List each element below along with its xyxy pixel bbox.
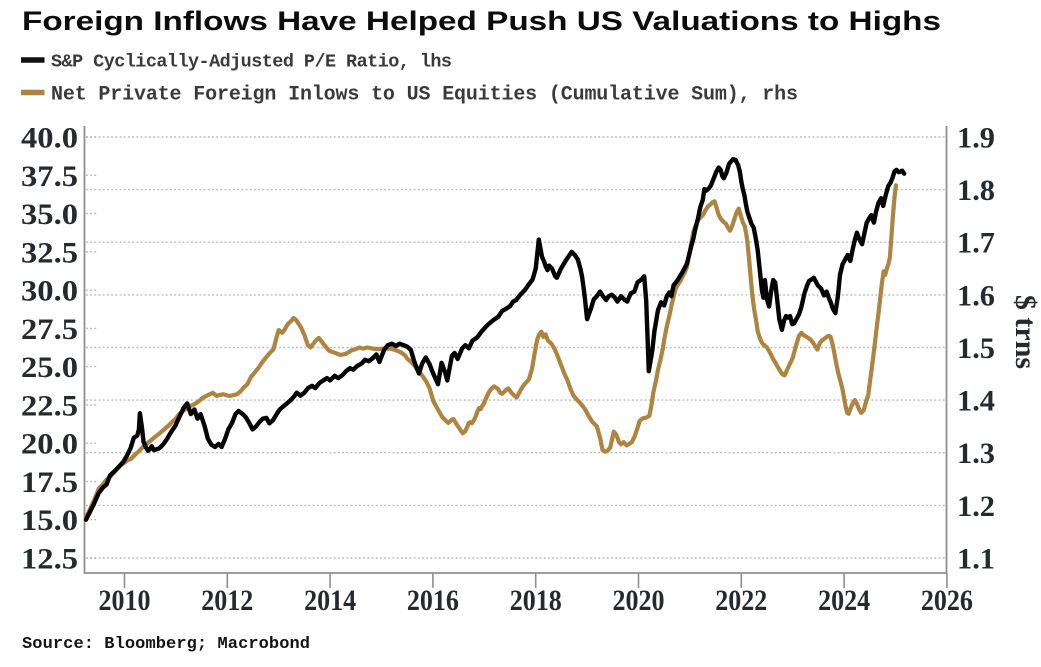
svg-text:30.0: 30.0: [21, 275, 78, 308]
svg-text:1.5: 1.5: [957, 332, 995, 365]
svg-text:15.0: 15.0: [21, 504, 78, 537]
svg-text:25.0: 25.0: [21, 351, 78, 384]
svg-text:$ trns: $ trns: [1009, 295, 1041, 369]
svg-text:27.5: 27.5: [21, 313, 78, 346]
svg-text:1.8: 1.8: [957, 174, 995, 207]
svg-text:2012: 2012: [201, 584, 253, 617]
svg-text:32.5: 32.5: [21, 236, 78, 269]
svg-text:Foreign Inflows Have Helped Pu: Foreign Inflows Have Helped Push US Valu…: [22, 6, 941, 36]
svg-text:35.0: 35.0: [21, 198, 78, 231]
svg-text:1.9: 1.9: [957, 122, 995, 155]
svg-text:2020: 2020: [613, 584, 665, 617]
svg-text:1.6: 1.6: [957, 279, 995, 312]
svg-text:2014: 2014: [304, 584, 356, 617]
svg-text:22.5: 22.5: [21, 389, 78, 422]
svg-text:S&P Cyclically-Adjusted P/E Ra: S&P Cyclically-Adjusted P/E Ratio, lhs: [51, 52, 452, 73]
svg-text:1.4: 1.4: [957, 385, 995, 418]
svg-text:40.0: 40.0: [21, 122, 78, 155]
svg-text:2026: 2026: [921, 584, 973, 617]
svg-text:17.5: 17.5: [21, 466, 78, 499]
svg-text:1.1: 1.1: [957, 543, 995, 576]
svg-text:1.7: 1.7: [957, 227, 995, 260]
svg-text:2018: 2018: [510, 584, 562, 617]
svg-text:37.5: 37.5: [21, 160, 78, 193]
svg-text:2024: 2024: [818, 584, 870, 617]
svg-text:Net Private Foreign Inlows to: Net Private Foreign Inlows to US Equitie…: [51, 84, 798, 107]
svg-text:2016: 2016: [407, 584, 459, 617]
svg-text:2010: 2010: [99, 584, 151, 617]
svg-text:12.5: 12.5: [21, 543, 78, 576]
svg-text:1.3: 1.3: [957, 437, 995, 470]
svg-text:2022: 2022: [715, 584, 767, 617]
svg-text:1.2: 1.2: [957, 490, 995, 523]
svg-text:Source: Bloomberg; Macrobond: Source: Bloomberg; Macrobond: [22, 635, 310, 654]
svg-text:20.0: 20.0: [21, 428, 78, 461]
